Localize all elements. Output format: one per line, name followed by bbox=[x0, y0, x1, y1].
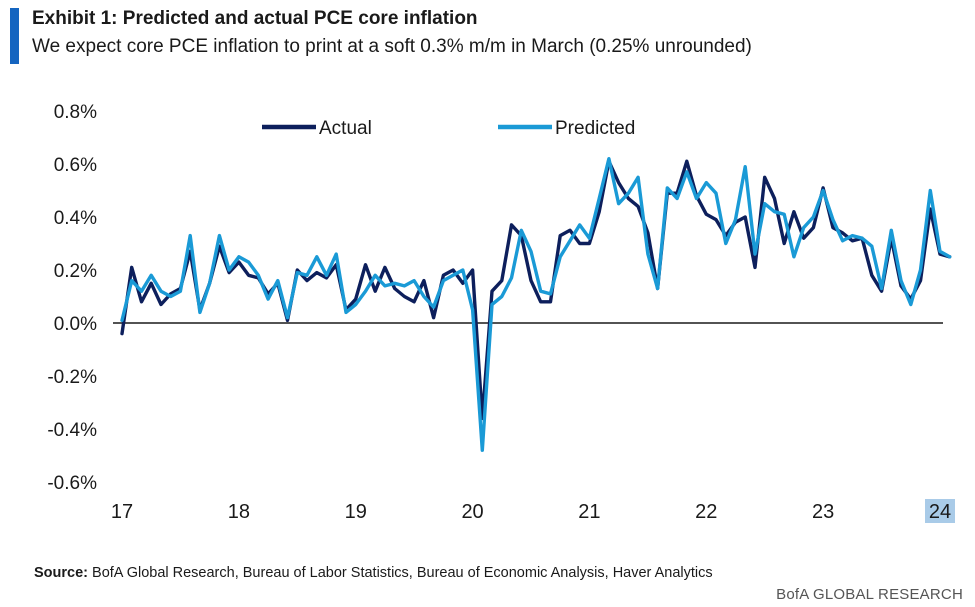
chart-title: Exhibit 1: Predicted and actual PCE core… bbox=[32, 8, 478, 29]
x-tick-label: 21 bbox=[578, 501, 600, 523]
y-axis: 0.8% 0.6% 0.4% 0.2% 0.0% -0.2% -0.4% -0.6% bbox=[47, 102, 97, 494]
title-accent-bar bbox=[10, 8, 19, 64]
x-tick-label: 24 bbox=[929, 501, 951, 523]
x-tick-label: 17 bbox=[111, 501, 133, 523]
series-group bbox=[120, 156, 952, 452]
legend: Actual Predicted bbox=[262, 118, 635, 139]
line-chart: 0.8% 0.6% 0.4% 0.2% 0.0% -0.2% -0.4% -0.6% 17 18… bbox=[47, 102, 955, 523]
y-tick-label: 0.0% bbox=[54, 314, 97, 335]
y-tick-label: 0.4% bbox=[54, 208, 97, 229]
source-label: Source: bbox=[34, 565, 88, 581]
series-line-predicted bbox=[120, 156, 952, 452]
y-tick-label: -0.4% bbox=[47, 420, 97, 441]
x-tick-highlight bbox=[925, 499, 955, 523]
x-tick-label: 20 bbox=[461, 501, 483, 523]
y-tick-label: 0.6% bbox=[54, 155, 97, 176]
x-tick-label: 23 bbox=[812, 501, 834, 523]
legend-label-actual: Actual bbox=[319, 118, 372, 139]
y-tick-label: -0.6% bbox=[47, 473, 97, 494]
source-text: BofA Global Research, Bureau of Labor St… bbox=[88, 565, 713, 581]
source-note: Source: BofA Global Research, Bureau of … bbox=[34, 565, 713, 581]
chart-subtitle: We expect core PCE inflation to print at… bbox=[32, 36, 752, 57]
x-tick-label: 18 bbox=[228, 501, 250, 523]
brand-label: BofA GLOBAL RESEARCH bbox=[776, 586, 963, 603]
y-tick-label: 0.2% bbox=[54, 261, 97, 282]
legend-label-predicted: Predicted bbox=[555, 118, 635, 139]
x-tick-label: 19 bbox=[345, 501, 367, 523]
x-tick-label: 22 bbox=[695, 501, 717, 523]
y-tick-label: 0.8% bbox=[54, 102, 97, 123]
x-axis: 17 18 19 20 21 22 23 24 bbox=[111, 499, 955, 523]
y-tick-label: -0.2% bbox=[47, 367, 97, 388]
